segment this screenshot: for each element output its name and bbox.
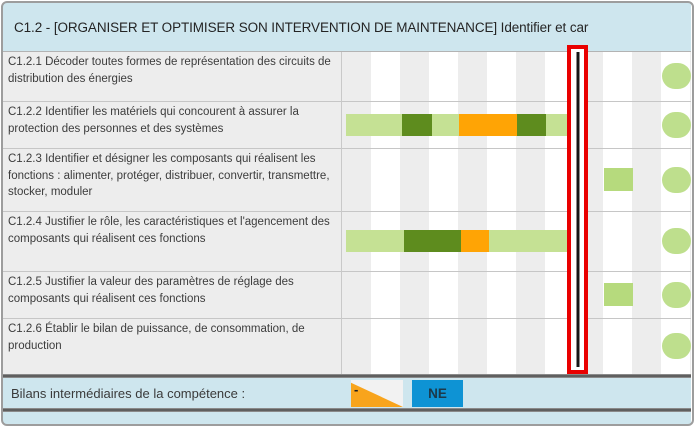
evaluation-bar-segment [402, 113, 432, 136]
competency-label: C1.2.3 Identifier et désigner les compos… [3, 149, 342, 212]
evaluation-timeline-cell [342, 272, 691, 319]
evaluation-bar-segment [346, 113, 402, 136]
evaluation-bar-segment [461, 230, 489, 252]
competency-label: C1.2.1 Décoder toutes formes de représen… [3, 52, 342, 102]
evaluation-bar-segment [404, 230, 461, 252]
evaluation-timeline-cell [342, 319, 691, 374]
bilan-minus-label: - [354, 382, 359, 397]
competency-row: C1.2.4 Justifier le rôle, les caractéris… [3, 212, 691, 272]
competency-label: C1.2.4 Justifier le rôle, les caractéris… [3, 212, 342, 272]
competency-status-ellipse [662, 332, 691, 359]
evaluation-timeline-cell [342, 212, 691, 272]
evaluation-bar-segment [489, 230, 567, 252]
evaluation-bar-segment [517, 113, 546, 136]
evaluation-bar [346, 230, 567, 252]
evaluation-timeline-cell [342, 102, 691, 149]
footer-bilans-row: Bilans intermédiaires de la compétence :… [3, 378, 691, 408]
footer-label: Bilans intermédiaires de la compétence : [11, 385, 246, 401]
timeline-cursor-line [576, 52, 579, 367]
competency-group-title: C1.2 - [ORGANISER ET OPTIMISER SON INTER… [14, 19, 589, 35]
evaluation-bar-segment [459, 113, 517, 136]
orange-triangle-icon [351, 382, 403, 407]
evaluation-bar-segment [432, 113, 459, 136]
bilan-triangle-cell: - [351, 380, 403, 407]
competency-table: C1.2.1 Décoder toutes formes de représen… [3, 52, 691, 374]
bottom-strip [3, 412, 691, 424]
competency-row: C1.2.2 Identifier les matériels qui conc… [3, 102, 691, 149]
evaluation-square-marker [604, 283, 633, 306]
competency-row: C1.2.1 Décoder toutes formes de représen… [3, 52, 691, 102]
evaluation-square-marker [604, 168, 633, 191]
competency-row: C1.2.3 Identifier et désigner les compos… [3, 149, 691, 212]
bilan-ne-badge: NE [412, 380, 463, 407]
competency-label: C1.2.2 Identifier les matériels qui conc… [3, 102, 342, 149]
competency-status-ellipse [662, 63, 691, 89]
competency-status-ellipse [662, 228, 691, 254]
evaluation-bar [346, 113, 568, 136]
competency-label: C1.2.6 Établir le bilan de puissance, de… [3, 319, 342, 374]
competency-row: C1.2.5 Justifier la valeur des paramètre… [3, 272, 691, 319]
competency-status-ellipse [662, 281, 691, 308]
evaluation-bar-segment [546, 113, 568, 136]
competency-label: C1.2.5 Justifier la valeur des paramètre… [3, 272, 342, 319]
competency-group-header: C1.2 - [ORGANISER ET OPTIMISER SON INTER… [3, 3, 691, 52]
evaluation-bar-segment [346, 230, 404, 252]
separator-line-bottom [3, 408, 691, 412]
competency-status-ellipse [662, 111, 691, 138]
evaluation-timeline-cell [342, 52, 691, 102]
red-highlight-annotation [567, 45, 588, 374]
separator-line [3, 374, 691, 378]
evaluation-timeline-cell [342, 149, 691, 212]
competency-status-ellipse [662, 166, 691, 193]
competency-row: C1.2.6 Établir le bilan de puissance, de… [3, 319, 691, 374]
